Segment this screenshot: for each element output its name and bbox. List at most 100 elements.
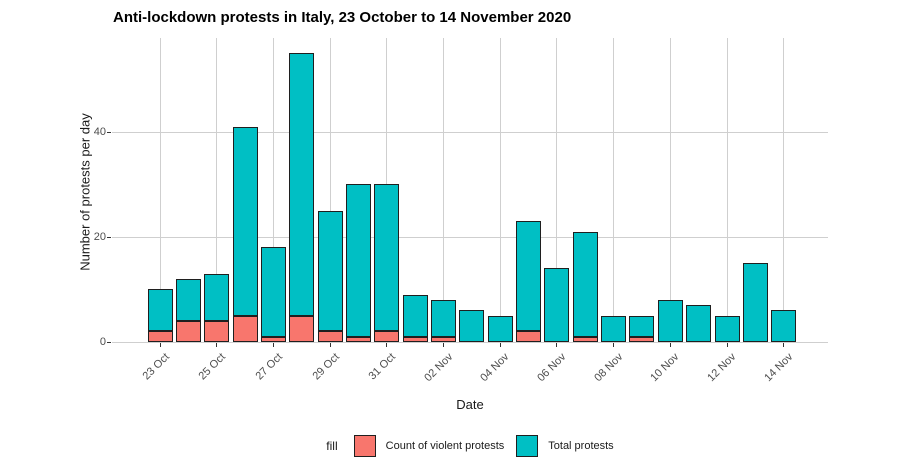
x-axis-title: Date xyxy=(456,397,484,412)
bar-total-segment xyxy=(289,53,315,316)
bar-total-segment xyxy=(601,316,627,342)
x-tick-mark xyxy=(726,343,728,347)
bar-03-nov xyxy=(459,310,485,342)
bar-25-oct xyxy=(204,274,230,342)
bar-total-segment xyxy=(742,263,768,342)
x-tick-label-08-nov: 08 Nov xyxy=(591,351,626,385)
legend-key-total-swatch xyxy=(516,435,539,457)
bar-violent-segment xyxy=(345,337,371,342)
gridline-x xyxy=(216,38,218,342)
bar-11-nov xyxy=(686,305,712,342)
bar-total-segment xyxy=(147,289,173,331)
bar-total-segment xyxy=(657,300,683,342)
bar-total-segment xyxy=(771,310,797,342)
bar-27-oct xyxy=(260,247,286,342)
bar-total-segment xyxy=(686,305,712,342)
x-tick-mark xyxy=(329,343,331,347)
bar-12-nov xyxy=(714,316,740,342)
gridline-y-20 xyxy=(112,236,828,238)
bar-29-oct xyxy=(317,211,343,342)
bar-05-nov xyxy=(516,221,542,342)
legend-item-violent: Count of violent protests xyxy=(353,435,505,457)
x-tick-mark xyxy=(499,343,501,347)
x-tick-mark xyxy=(159,343,161,347)
bar-01-nov xyxy=(402,295,428,342)
bar-violent-segment xyxy=(516,331,542,342)
bar-violent-segment xyxy=(317,331,343,342)
y-tick-mark xyxy=(107,236,111,238)
bar-30-oct xyxy=(345,184,371,342)
bar-31-oct xyxy=(374,184,400,342)
bar-total-segment xyxy=(345,184,371,337)
x-tick-label-04-nov: 04 Nov xyxy=(478,351,512,385)
plot-panel xyxy=(112,38,828,343)
y-tick-label-0: 0 xyxy=(99,336,106,348)
x-tick-mark xyxy=(386,343,388,347)
gridline-x xyxy=(783,38,785,342)
bar-violent-segment xyxy=(204,321,230,342)
x-tick-mark xyxy=(443,343,444,347)
x-tick-mark xyxy=(556,343,558,347)
gridline-x xyxy=(159,38,161,342)
bar-violent-segment xyxy=(572,337,598,342)
gridline-x xyxy=(669,38,671,342)
x-tick-label-14-nov: 14 Nov xyxy=(762,351,796,385)
bar-14-nov xyxy=(771,310,797,342)
legend: fill Count of violent protests Total pro… xyxy=(112,433,828,459)
bar-violent-segment xyxy=(629,337,655,342)
x-tick-label-10-nov: 10 Nov xyxy=(648,351,682,385)
y-tick-mark xyxy=(107,341,111,343)
bar-28-oct xyxy=(289,53,315,342)
x-tick-mark xyxy=(272,343,274,347)
bar-total-segment xyxy=(175,279,201,321)
bar-violent-segment xyxy=(232,316,258,342)
gridline-y-0 xyxy=(112,341,828,343)
x-tick-label-02-nov: 02 Nov xyxy=(421,351,455,385)
x-tick-label-31-oct: 31 Oct xyxy=(366,351,399,383)
y-tick-mark xyxy=(107,131,111,133)
bar-violent-segment xyxy=(147,331,173,342)
bar-violent-segment xyxy=(402,337,428,342)
gridline-x xyxy=(556,38,558,342)
bar-04-nov xyxy=(487,316,513,342)
bar-total-segment xyxy=(232,127,258,316)
gridline-x xyxy=(613,38,615,342)
bar-total-segment xyxy=(544,268,570,342)
legend-label-violent: Count of violent protests xyxy=(385,440,505,452)
bar-02-nov xyxy=(431,300,456,342)
bar-total-segment xyxy=(459,310,485,342)
legend-item-total: Total protests xyxy=(516,435,614,457)
x-tick-mark xyxy=(669,343,671,347)
chart-title: Anti-lockdown protests in Italy, 23 Octo… xyxy=(113,9,572,26)
bar-13-nov xyxy=(742,263,768,342)
x-tick-label-27-oct: 27 Oct xyxy=(253,351,285,383)
legend-title: fill xyxy=(326,439,338,453)
gridline-x xyxy=(329,38,331,342)
x-tick-mark xyxy=(783,343,785,347)
bar-06-nov xyxy=(544,268,570,342)
x-tick-label-29-oct: 29 Oct xyxy=(310,351,342,383)
bar-23-oct xyxy=(147,289,173,342)
bar-total-segment xyxy=(431,300,456,337)
bar-total-segment xyxy=(572,232,598,337)
bar-violent-segment xyxy=(289,316,315,342)
gridline-x xyxy=(443,38,444,342)
gridline-x xyxy=(499,38,501,342)
bar-total-segment xyxy=(629,316,655,337)
bar-09-nov xyxy=(629,316,655,342)
bar-violent-segment xyxy=(374,331,400,342)
x-tick-label-06-nov: 06 Nov xyxy=(535,351,569,385)
gridline-y-40 xyxy=(112,131,828,133)
bar-violent-segment xyxy=(431,337,456,342)
bar-total-segment xyxy=(204,274,230,321)
y-tick-label-20: 20 xyxy=(93,231,106,243)
x-tick-label-12-nov: 12 Nov xyxy=(705,351,739,385)
bar-total-segment xyxy=(516,221,542,331)
bar-violent-segment xyxy=(175,321,201,342)
gridline-x xyxy=(726,38,728,342)
bar-26-oct xyxy=(232,127,258,342)
bar-total-segment xyxy=(487,316,513,342)
bar-total-segment xyxy=(374,184,400,331)
legend-key-violent-swatch xyxy=(353,435,376,457)
